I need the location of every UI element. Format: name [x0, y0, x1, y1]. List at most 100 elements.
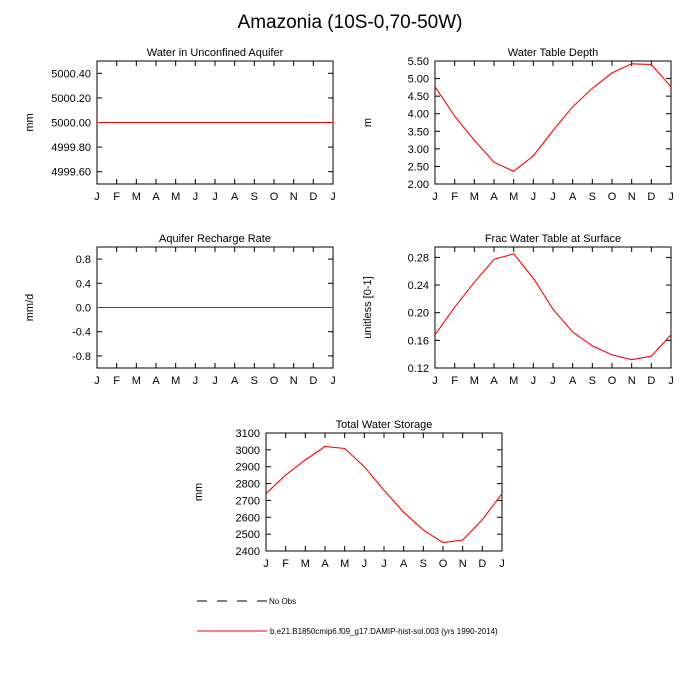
x-tick-label: N	[628, 191, 636, 203]
y-tick-label: 5.00	[408, 74, 429, 86]
x-tick-label: F	[113, 375, 120, 387]
x-tick-label: J	[668, 375, 674, 387]
x-tick-label: M	[509, 191, 518, 203]
series-line	[434, 63, 672, 172]
y-tick-label: 0.16	[408, 335, 429, 347]
y-axis-label: mm	[24, 113, 36, 131]
x-tick-label: A	[231, 191, 239, 203]
x-tick-label: O	[439, 558, 448, 570]
x-tick-label: A	[231, 375, 239, 387]
y-tick-label: 2800	[236, 479, 260, 491]
x-tick-label: S	[251, 375, 258, 387]
y-tick-label: 2500	[236, 529, 260, 541]
x-tick-label: S	[589, 191, 596, 203]
x-tick-label: S	[251, 191, 258, 203]
x-tick-label: M	[171, 375, 180, 387]
y-tick-label: 0.28	[408, 252, 429, 264]
x-tick-label: D	[478, 558, 486, 570]
x-tick-label: M	[301, 558, 310, 570]
chart-title: Water Table Depth	[508, 47, 599, 59]
x-tick-label: A	[490, 191, 498, 203]
x-tick-label: J	[193, 191, 199, 203]
y-tick-label: 0.12	[408, 363, 429, 375]
x-tick-label: J	[212, 191, 218, 203]
x-tick-label: M	[171, 191, 180, 203]
y-tick-label: 0.8	[76, 254, 91, 266]
y-tick-label: 2900	[236, 462, 260, 474]
x-tick-label: N	[290, 375, 298, 387]
x-tick-label: S	[420, 558, 427, 570]
y-tick-label: 2600	[236, 512, 260, 524]
y-tick-label: 4999.60	[51, 167, 91, 179]
x-tick-label: M	[340, 558, 349, 570]
x-tick-label: O	[608, 191, 617, 203]
x-tick-label: S	[589, 375, 596, 387]
series-line	[434, 253, 672, 361]
y-tick-label: 2700	[236, 495, 260, 507]
x-tick-label: J	[263, 558, 269, 570]
x-tick-label: A	[490, 375, 498, 387]
x-tick-label: A	[569, 191, 577, 203]
y-tick-label: 0.20	[408, 308, 429, 320]
y-tick-label: 4.00	[408, 109, 429, 121]
y-tick-label: 2.50	[408, 161, 429, 173]
y-tick-label: 4999.80	[51, 142, 91, 154]
y-tick-label: 3.00	[408, 144, 429, 156]
y-tick-label: 5000.40	[51, 68, 91, 80]
x-tick-label: F	[451, 375, 458, 387]
chart-title: Frac Water Table at Surface	[485, 233, 621, 245]
x-tick-label: J	[531, 191, 537, 203]
x-tick-label: J	[668, 191, 674, 203]
plot-frame	[265, 432, 503, 552]
x-tick-label: N	[459, 558, 467, 570]
y-tick-label: 3100	[236, 428, 260, 440]
x-tick-label: O	[608, 375, 617, 387]
x-tick-label: F	[282, 558, 289, 570]
x-tick-label: J	[550, 191, 556, 203]
x-tick-label: J	[432, 191, 438, 203]
y-tick-label: 0.0	[76, 303, 91, 315]
x-tick-label: M	[470, 191, 479, 203]
y-tick-label: 3000	[236, 445, 260, 457]
x-tick-label: A	[152, 191, 160, 203]
figure-title: Amazonia (10S-0,70-50W)	[237, 12, 463, 33]
chart-title: Aquifer Recharge Rate	[159, 233, 271, 245]
x-tick-label: A	[321, 558, 329, 570]
x-tick-label: J	[94, 191, 100, 203]
x-tick-label: M	[470, 375, 479, 387]
x-tick-label: A	[400, 558, 408, 570]
chart-title: Total Water Storage	[336, 419, 433, 431]
y-tick-label: -0.8	[72, 351, 91, 363]
y-tick-label: 5.50	[408, 56, 429, 68]
x-tick-label: F	[451, 191, 458, 203]
x-tick-label: N	[290, 191, 298, 203]
x-tick-label: O	[270, 375, 279, 387]
y-tick-label: 0.24	[408, 280, 429, 292]
x-tick-label: F	[113, 191, 120, 203]
y-axis-label: unitless [0-1]	[362, 276, 374, 338]
x-tick-label: J	[550, 375, 556, 387]
x-tick-label: J	[362, 558, 368, 570]
y-tick-label: 5000.20	[51, 93, 91, 105]
x-tick-label: N	[628, 375, 636, 387]
x-tick-label: A	[569, 375, 577, 387]
y-axis-label: m	[362, 118, 374, 127]
series-line	[265, 445, 503, 544]
y-axis-label: mm	[193, 483, 205, 501]
y-tick-label: 4.50	[408, 91, 429, 103]
y-tick-label: -0.4	[72, 327, 91, 339]
x-tick-label: J	[193, 375, 199, 387]
x-tick-label: J	[94, 375, 100, 387]
y-axis-label: mm/d	[24, 294, 36, 322]
x-tick-label: J	[432, 375, 438, 387]
x-tick-label: A	[152, 375, 160, 387]
y-tick-label: 3.50	[408, 126, 429, 138]
x-tick-label: D	[309, 375, 317, 387]
chart-title: Water in Unconfined Aquifer	[147, 47, 284, 59]
x-tick-label: J	[212, 375, 218, 387]
x-tick-label: J	[381, 558, 387, 570]
